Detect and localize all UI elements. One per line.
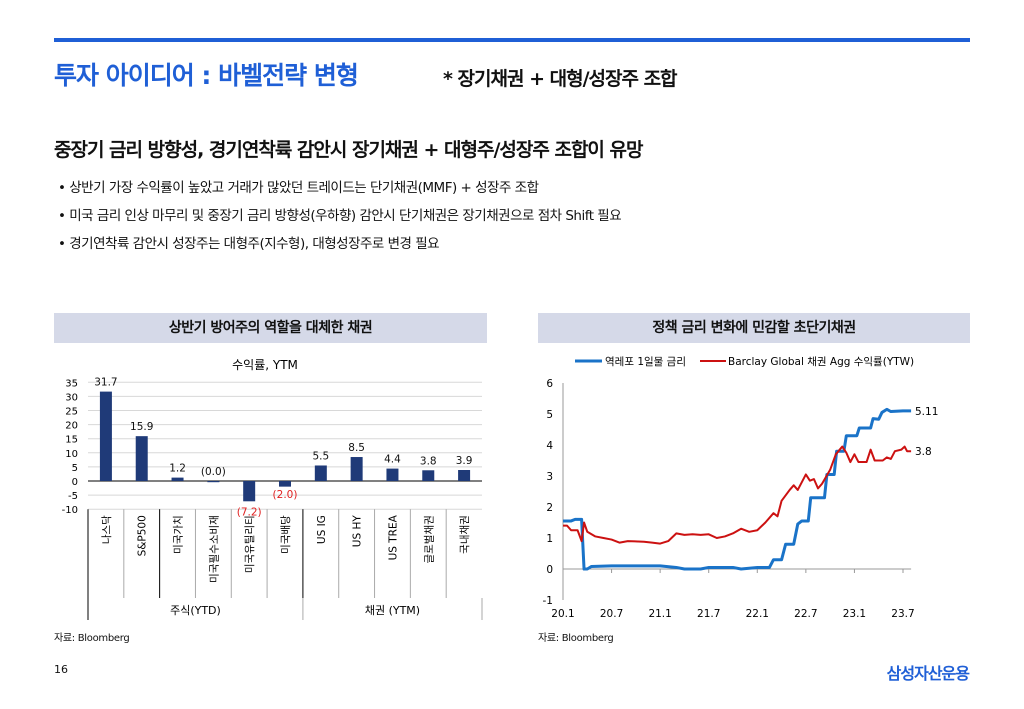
bar: [422, 470, 435, 481]
y-tick-label: 3: [546, 471, 553, 483]
page-subtitle: * 장기채권 + 대형/성장주 조합: [443, 68, 678, 90]
x-tick-label: 23.7: [891, 608, 914, 620]
x-category-label: S&P500: [137, 515, 149, 556]
left-panel-header: 상반기 방어주의 역할을 대체한 채권: [54, 313, 487, 343]
y-tick-label: 0: [72, 477, 78, 488]
right-panel-header: 정책 금리 변화에 민감할 초단기채권: [538, 313, 970, 343]
x-category-label: 미국가치: [173, 515, 185, 554]
series-line: [563, 445, 912, 545]
data-label: 31.7: [94, 377, 117, 389]
bullet-list: 상반기 가장 수익률이 높았고 거래가 많았던 트레이드는 단기채권(MMF) …: [58, 176, 621, 260]
bullet-item: 미국 금리 인상 마무리 및 중장기 금리 방향성(우하향) 감안시 단기채권은…: [58, 204, 621, 232]
left-source: 자료: Bloomberg: [54, 633, 130, 644]
bar-chart: 수익률, YTM 35 30 25 20 15 10 5 0 -5 -10 31.7 나스닥 15.9 S&…: [62, 358, 483, 620]
y-tick-label: 30: [65, 392, 78, 403]
group-label: 주식(YTD): [170, 604, 221, 617]
legend-label: 역레포 1일물 금리: [605, 355, 686, 368]
data-label: (7.2): [237, 506, 262, 518]
data-label: 3.9: [456, 455, 473, 467]
line-chart: 6 5 4 3 2 1 0 -120.1 20.7 21.1 21.7 22.1 22.7 23.1 23.…: [543, 355, 939, 620]
y-tick-label: 4: [546, 440, 553, 452]
x-tick-label: 20.1: [551, 608, 574, 620]
x-category-label: 미국배당: [280, 515, 292, 554]
headline: 중장기 금리 방향성, 경기연착륙 감안시 장기채권 + 대형주/성장주 조합이…: [54, 139, 643, 161]
x-tick-label: 21.7: [697, 608, 720, 620]
y-tick-label: 0: [546, 564, 553, 576]
legend-label: Barclay Global 채권 Agg 수익률(YTW): [728, 356, 914, 368]
y-tick-label: 25: [65, 407, 78, 418]
data-label: 1.2: [169, 463, 186, 475]
bullet-item: 경기연착륙 감안시 성장주는 대형주(지수형), 대형성장주로 변경 필요: [58, 232, 621, 260]
x-tick-label: 22.1: [746, 608, 769, 620]
y-tick-label: 10: [65, 449, 78, 460]
x-category-label: US HY: [352, 515, 364, 548]
data-label: 3.8: [420, 455, 437, 467]
x-tick-label: 21.1: [648, 608, 671, 620]
y-tick-label: 5: [546, 409, 553, 421]
chart-title: 수익률, YTM: [232, 358, 298, 372]
y-tick-label: 5: [72, 463, 78, 474]
page-title: 투자 아이디어 : 바벨전략 변형: [54, 61, 359, 90]
y-tick-label: 20: [65, 421, 78, 432]
bar: [135, 436, 148, 481]
bar: [207, 481, 220, 483]
x-tick-label: 22.7: [794, 608, 817, 620]
top-accent-bar: [54, 38, 970, 42]
y-tick-label: 6: [546, 378, 553, 390]
data-label: 5.5: [312, 450, 329, 462]
data-label: (0.0): [201, 466, 226, 478]
right-source: 자료: Bloomberg: [538, 633, 614, 644]
bar: [279, 481, 291, 487]
x-category-label: 국내채권: [459, 515, 471, 554]
end-label: 5.11: [915, 406, 938, 418]
x-tick-label: 20.7: [600, 608, 623, 620]
y-tick-label: -5: [68, 491, 78, 502]
y-tick-label: 2: [546, 502, 553, 514]
y-tick-label: 1: [546, 533, 553, 545]
bar: [458, 470, 471, 481]
data-label: 8.5: [348, 442, 365, 454]
bar: [99, 391, 112, 481]
bar: [171, 477, 184, 481]
x-category-label: 글로벌채권: [423, 515, 435, 563]
bar: [314, 465, 327, 481]
data-label: (2.0): [273, 489, 298, 501]
data-label: 15.9: [130, 421, 153, 433]
bar: [243, 481, 256, 502]
x-category-label: 미국필수소비재: [208, 515, 220, 583]
x-category-label: 미국유틸리티: [243, 515, 256, 573]
x-tick-label: 23.1: [843, 608, 866, 620]
page-number: 16: [54, 663, 68, 676]
x-category-label: US TREA: [387, 514, 399, 560]
series-line: [563, 407, 912, 571]
y-tick-label: 35: [65, 378, 78, 389]
group-label: 채권 (YTM): [365, 604, 420, 617]
bar: [350, 457, 363, 481]
bar: [386, 468, 399, 481]
y-tick-label: 15: [65, 435, 78, 446]
y-tick-label: -10: [62, 505, 78, 516]
x-category-label: US IG: [316, 515, 328, 544]
company-logo: 삼성자산운용: [886, 664, 970, 683]
x-category-label: 나스닥: [101, 515, 113, 544]
data-label: 4.4: [384, 454, 401, 466]
end-label: 3.8: [915, 446, 932, 458]
y-tick-label: -1: [543, 595, 553, 607]
bullet-item: 상반기 가장 수익률이 높았고 거래가 많았던 트레이드는 단기채권(MMF) …: [58, 176, 621, 204]
